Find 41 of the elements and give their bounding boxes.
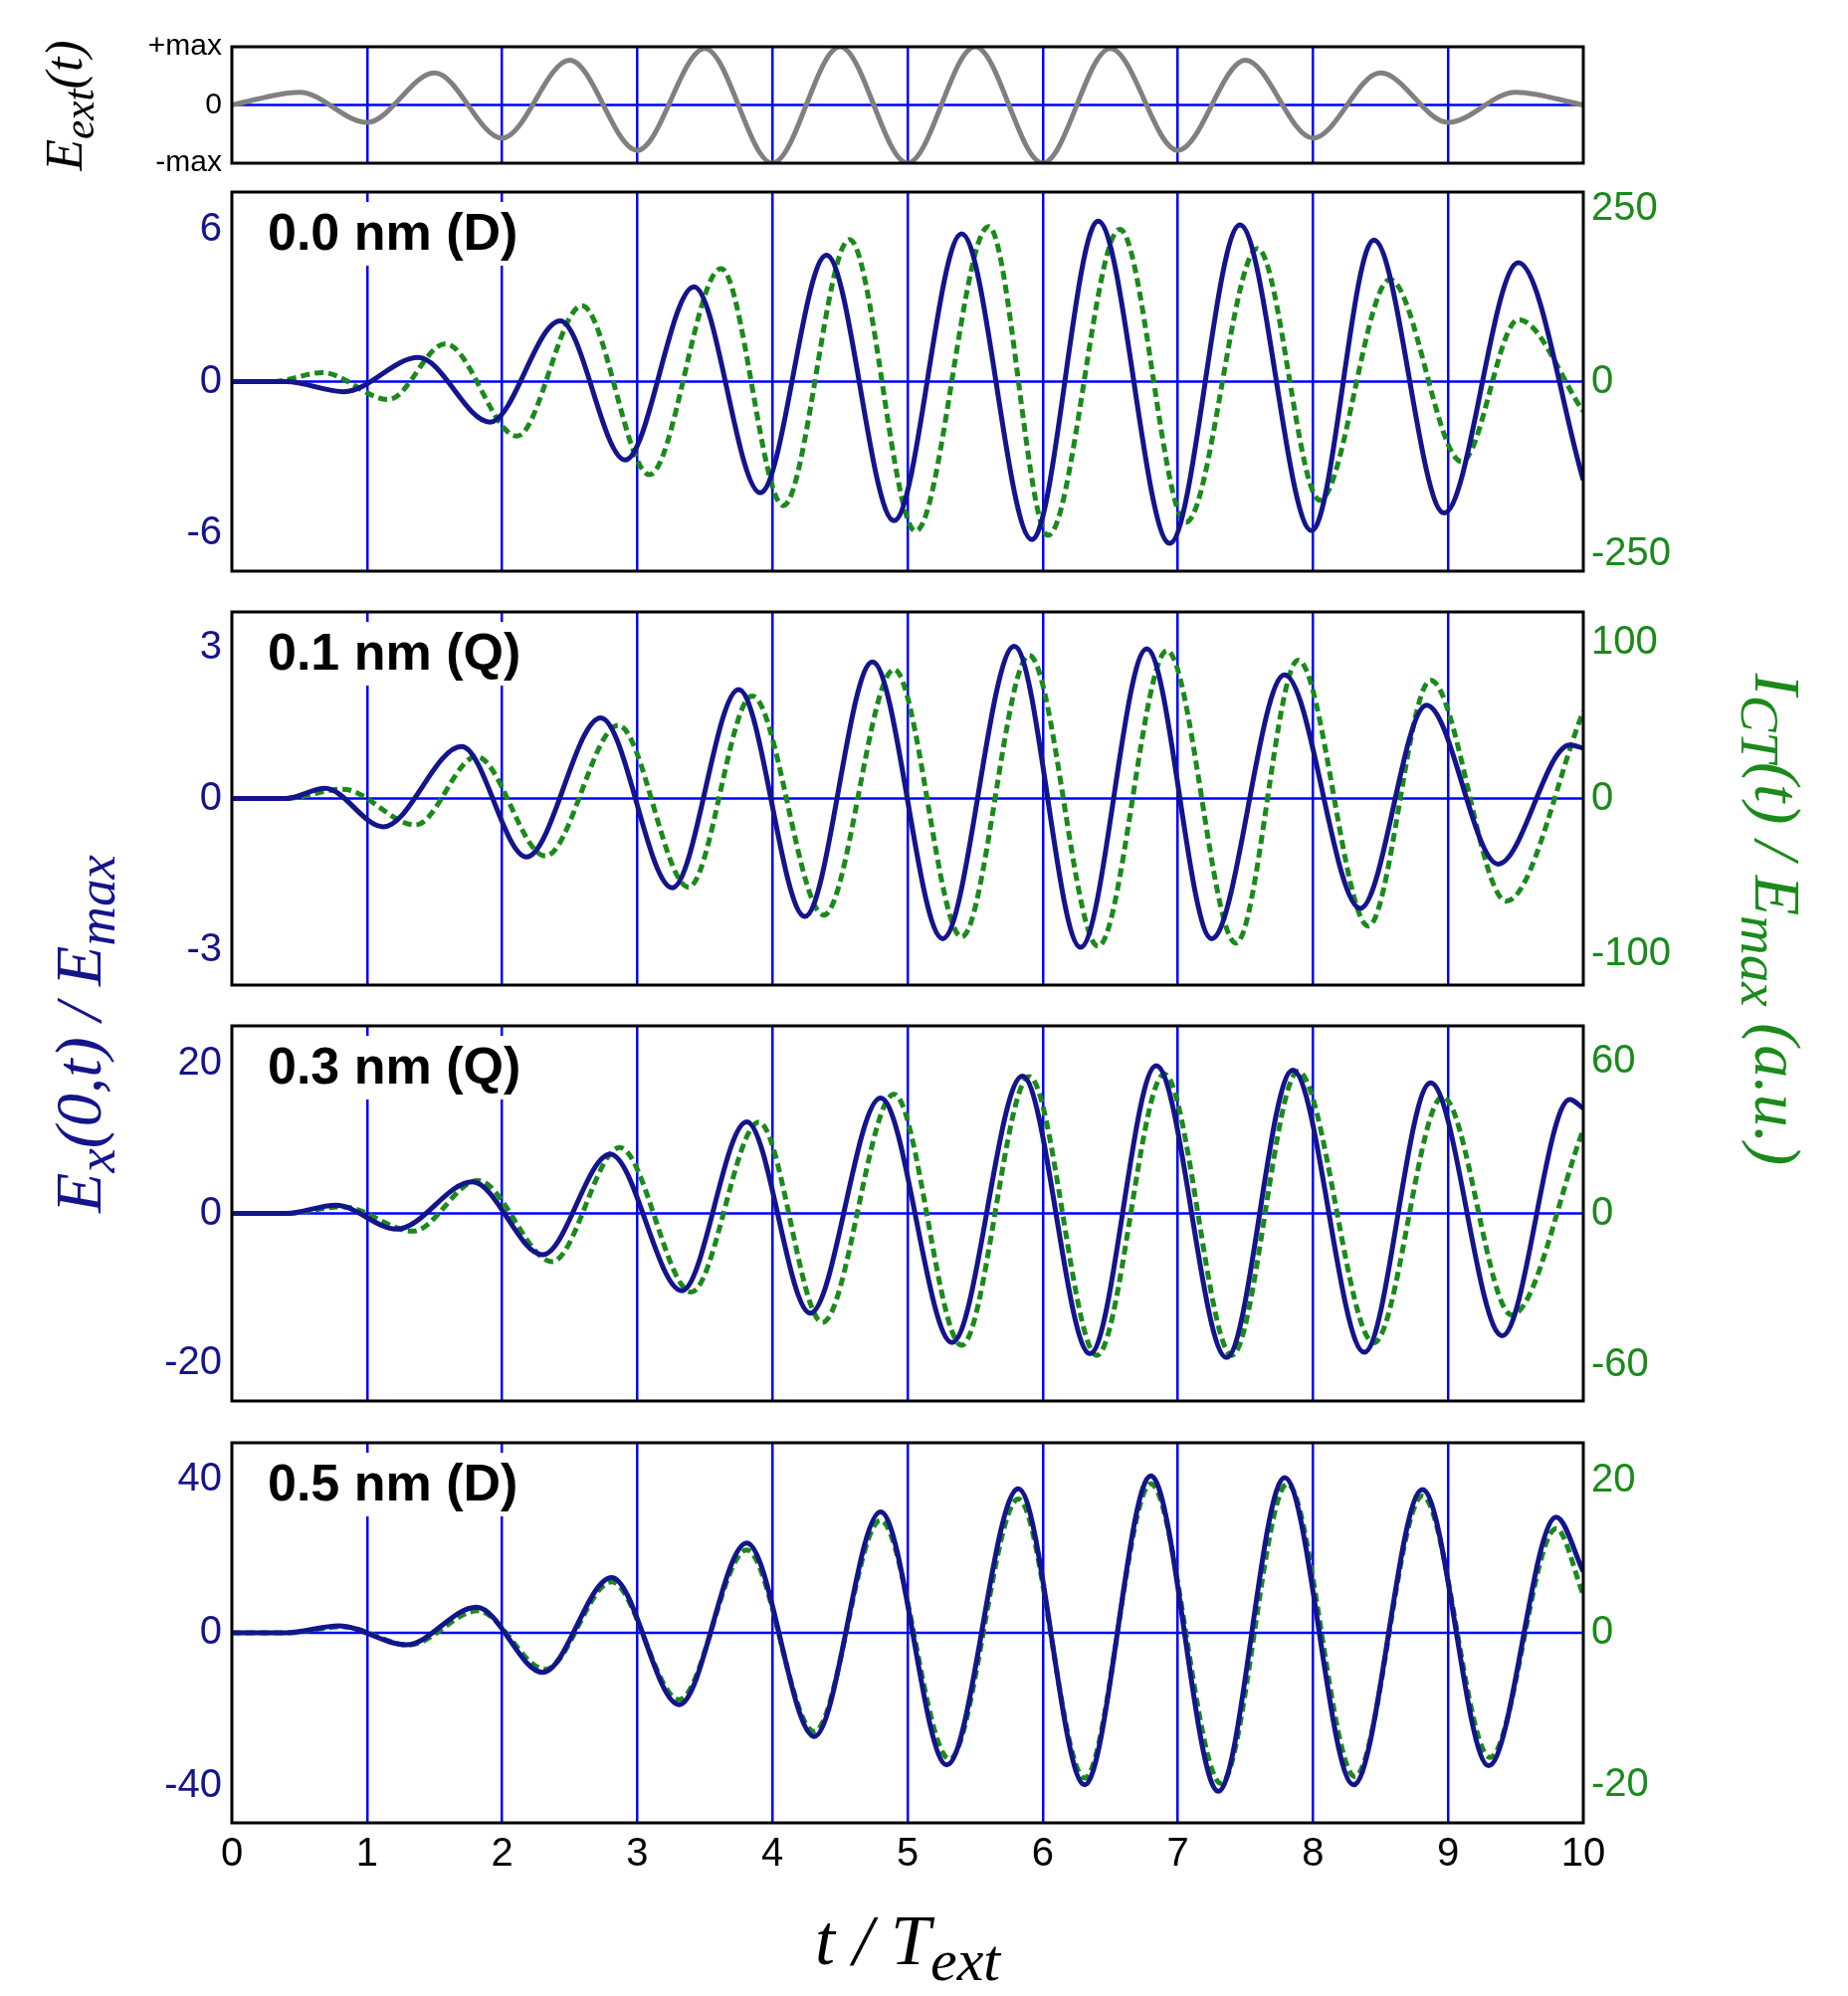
annotation: 0.1 nm (Q)	[268, 623, 521, 682]
text: -max	[155, 144, 222, 178]
x-tick-label: 3	[626, 1830, 649, 1875]
y2-tick-label: -60	[1591, 1340, 1649, 1385]
y2-tick-label: 250	[1591, 184, 1658, 229]
y2-tick-label: 0	[1591, 356, 1614, 401]
y-tick-label: 0	[199, 356, 222, 401]
text: +max	[147, 28, 222, 62]
y-tick-label: 0	[199, 1608, 222, 1653]
x-tick-label: 1	[355, 1830, 378, 1875]
y2-tick-label: 60	[1591, 1036, 1636, 1081]
x-tick-label: 7	[1166, 1830, 1189, 1875]
y2-tick-label: 0	[1591, 773, 1614, 818]
y2-tick-label: 100	[1591, 618, 1658, 663]
x-axis-title: t / T$_{ext}$	[815, 1900, 1000, 1993]
y-tick-label: -20	[164, 1338, 222, 1383]
x-tick-label: 8	[1302, 1830, 1325, 1875]
x-tick-label: 6	[1031, 1830, 1054, 1875]
annotation: 0.3 nm (Q)	[268, 1037, 521, 1096]
y-tick-label: 40	[177, 1454, 222, 1498]
y-tick-label: 20	[177, 1038, 222, 1083]
y-tick-label: 0	[199, 773, 222, 818]
y2-tick-label: 20	[1591, 1456, 1636, 1500]
y-tick-label: -6	[186, 507, 222, 552]
x-tick-label: 9	[1437, 1830, 1460, 1875]
x-tick-label: 2	[491, 1830, 513, 1875]
y-tick-label: 0	[199, 1188, 222, 1233]
y2-tick-label: -100	[1591, 928, 1672, 973]
annotation: 0.5 nm (D)	[268, 1454, 518, 1512]
y-tick-label: 6	[199, 205, 222, 250]
y2-tick-label: 0	[1591, 1608, 1614, 1653]
y-tick-label: 3	[199, 622, 222, 667]
x-tick-label: 5	[896, 1830, 920, 1875]
y-tick-label: -40	[164, 1761, 222, 1806]
y2-tick-label: 0	[1591, 1188, 1614, 1233]
x-tick-label: 4	[761, 1830, 784, 1875]
y2-tick-label: -20	[1591, 1759, 1649, 1804]
annotation: 0.0 nm (D)	[268, 203, 518, 262]
y2-tick-label: -250	[1591, 528, 1672, 573]
y-tick-label: -3	[186, 924, 222, 969]
x-tick-label: 10	[1560, 1830, 1606, 1875]
